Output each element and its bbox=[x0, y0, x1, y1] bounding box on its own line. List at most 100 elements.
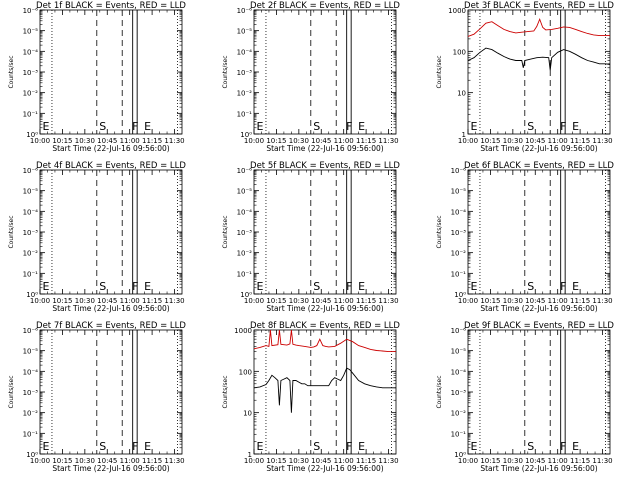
marker-label-e: E bbox=[572, 280, 579, 293]
y-tick-label: 10⁻¹ bbox=[237, 110, 253, 118]
x-tick-label: 11:30 bbox=[378, 297, 398, 305]
x-tick-label: 10:30 bbox=[75, 297, 95, 305]
marker-label-e: E bbox=[358, 280, 365, 293]
panel-det-4: Det 4f BLACK = Events, RED = LLD 10⁰ 10⁻¹ 1… bbox=[8, 161, 186, 313]
x-tick-label: 11:00 bbox=[120, 297, 140, 305]
panel-title: Det 1f BLACK = Events, RED = LLD bbox=[36, 1, 186, 11]
y-tick-label: 10⁻⁵ bbox=[451, 188, 467, 196]
x-tick-label: 10:00 bbox=[244, 457, 264, 465]
x-axis-label: Start Time (22-Jul-16 09:56:00) bbox=[266, 464, 383, 473]
marker-label-f: F bbox=[346, 120, 352, 133]
x-tick-label: 11:15 bbox=[356, 297, 376, 305]
y-tick-label: 10⁰ bbox=[240, 131, 252, 139]
marker-label-e: E bbox=[256, 120, 263, 133]
y-tick-label: 10⁻³ bbox=[23, 389, 39, 397]
x-tick-label: 11:00 bbox=[334, 457, 354, 465]
series-line-red-lld bbox=[253, 329, 396, 353]
y-tick-label: 10⁻⁴ bbox=[451, 368, 467, 376]
y-tick-label: 10⁻⁵ bbox=[23, 348, 39, 356]
panel-det-9: Det 9f BLACK = Events, RED = LLD 10⁰ 10⁻¹ 1… bbox=[436, 321, 614, 473]
marker-label-e: E bbox=[256, 280, 263, 293]
x-tick-label: 10:00 bbox=[244, 297, 264, 305]
marker-label-s: S bbox=[313, 120, 320, 133]
x-tick-label: 10:00 bbox=[458, 137, 478, 145]
y-tick-label: 10⁰ bbox=[26, 291, 38, 299]
y-tick-label: 100 bbox=[239, 368, 252, 376]
y-axis-label: Counts/sec bbox=[8, 375, 15, 408]
x-tick-label: 11:30 bbox=[592, 137, 612, 145]
marker-label-s: S bbox=[99, 120, 106, 133]
y-tick-label: 10⁻³ bbox=[451, 389, 467, 397]
series-line-red-lld bbox=[467, 17, 610, 37]
marker-label-f: F bbox=[346, 440, 352, 453]
y-tick-label: 10⁰ bbox=[454, 451, 466, 459]
x-axis-label: Start Time (22-Jul-16 09:56:00) bbox=[480, 144, 597, 153]
y-tick-label: 10⁻⁴ bbox=[237, 48, 253, 56]
x-tick-label: 10:45 bbox=[525, 137, 545, 145]
x-tick-label: 11:00 bbox=[334, 137, 354, 145]
x-tick-label: 11:15 bbox=[570, 457, 590, 465]
x-tick-label: 10:15 bbox=[266, 137, 286, 145]
plot-frame bbox=[253, 169, 397, 295]
x-tick-label: 10:00 bbox=[30, 137, 50, 145]
y-tick-label: 10⁰ bbox=[454, 291, 466, 299]
y-tick-label: 10⁻⁶ bbox=[237, 167, 253, 175]
x-tick-label: 10:45 bbox=[525, 457, 545, 465]
x-axis-label: Start Time (22-Jul-16 09:56:00) bbox=[480, 304, 597, 313]
x-tick-label: 10:30 bbox=[503, 457, 523, 465]
x-tick-label: 10:30 bbox=[289, 457, 309, 465]
x-tick-label: 11:30 bbox=[592, 457, 612, 465]
marker-label-e: E bbox=[144, 280, 151, 293]
y-tick-label: 10⁻⁶ bbox=[23, 167, 39, 175]
y-tick-label: 10⁻¹ bbox=[23, 430, 39, 438]
marker-label-e: E bbox=[470, 120, 477, 133]
marker-label-s: S bbox=[99, 440, 106, 453]
y-tick-label: 10⁻¹ bbox=[451, 430, 467, 438]
marker-label-e: E bbox=[256, 440, 263, 453]
y-tick-label: 10⁻⁶ bbox=[451, 327, 467, 335]
x-tick-label: 10:15 bbox=[480, 297, 500, 305]
marker-label-s: S bbox=[313, 280, 320, 293]
marker-label-s: S bbox=[527, 440, 534, 453]
plot-frame bbox=[39, 169, 183, 295]
y-tick-label: 1000 bbox=[448, 7, 466, 15]
x-tick-label: 10:15 bbox=[480, 457, 500, 465]
panel-title: Det 6f BLACK = Events, RED = LLD bbox=[464, 161, 614, 171]
series-line-black-events bbox=[253, 367, 396, 413]
y-axis-label: Counts/sec bbox=[436, 55, 443, 88]
marker-label-f: F bbox=[560, 440, 566, 453]
y-tick-label: 10⁰ bbox=[26, 131, 38, 139]
panel-det-5: Det 5f BLACK = Events, RED = LLD 10⁰ 10⁻¹ 1… bbox=[222, 161, 400, 313]
marker-label-e: E bbox=[144, 440, 151, 453]
y-tick-label: 10⁻⁶ bbox=[23, 7, 39, 15]
y-axis-label: Counts/sec bbox=[222, 215, 229, 248]
panel-title: Det 4f BLACK = Events, RED = LLD bbox=[36, 161, 186, 171]
y-axis-label: Counts/sec bbox=[222, 375, 229, 408]
y-tick-label: 10⁻¹ bbox=[451, 270, 467, 278]
x-tick-label: 11:15 bbox=[142, 137, 162, 145]
marker-label-e: E bbox=[358, 120, 365, 133]
x-tick-label: 10:00 bbox=[458, 457, 478, 465]
y-axis-label: Counts/sec bbox=[436, 215, 443, 248]
x-tick-label: 11:00 bbox=[548, 137, 568, 145]
x-axis-label: Start Time (22-Jul-16 09:56:00) bbox=[480, 464, 597, 473]
y-tick-label: 10⁻⁵ bbox=[23, 28, 39, 36]
y-tick-label: 10⁻⁶ bbox=[23, 327, 39, 335]
x-tick-label: 11:00 bbox=[120, 457, 140, 465]
x-tick-label: 10:30 bbox=[75, 137, 95, 145]
y-tick-label: 1000 bbox=[234, 327, 252, 335]
y-tick-label: 10⁻² bbox=[23, 410, 39, 418]
y-axis-label: Counts/sec bbox=[436, 375, 443, 408]
x-tick-label: 10:00 bbox=[244, 137, 264, 145]
x-tick-label: 11:15 bbox=[356, 137, 376, 145]
marker-label-e: E bbox=[470, 280, 477, 293]
x-tick-label: 10:15 bbox=[266, 457, 286, 465]
y-axis-label: Counts/sec bbox=[8, 55, 15, 88]
panel-title: Det 2f BLACK = Events, RED = LLD bbox=[250, 1, 400, 11]
marker-label-s: S bbox=[99, 280, 106, 293]
x-tick-label: 10:45 bbox=[97, 457, 117, 465]
panel-title: Det 5f BLACK = Events, RED = LLD bbox=[250, 161, 400, 171]
panel-title: Det 3f BLACK = Events, RED = LLD bbox=[464, 1, 614, 11]
y-tick-label: 10⁻³ bbox=[23, 69, 39, 77]
y-tick-label: 10⁻⁵ bbox=[23, 188, 39, 196]
